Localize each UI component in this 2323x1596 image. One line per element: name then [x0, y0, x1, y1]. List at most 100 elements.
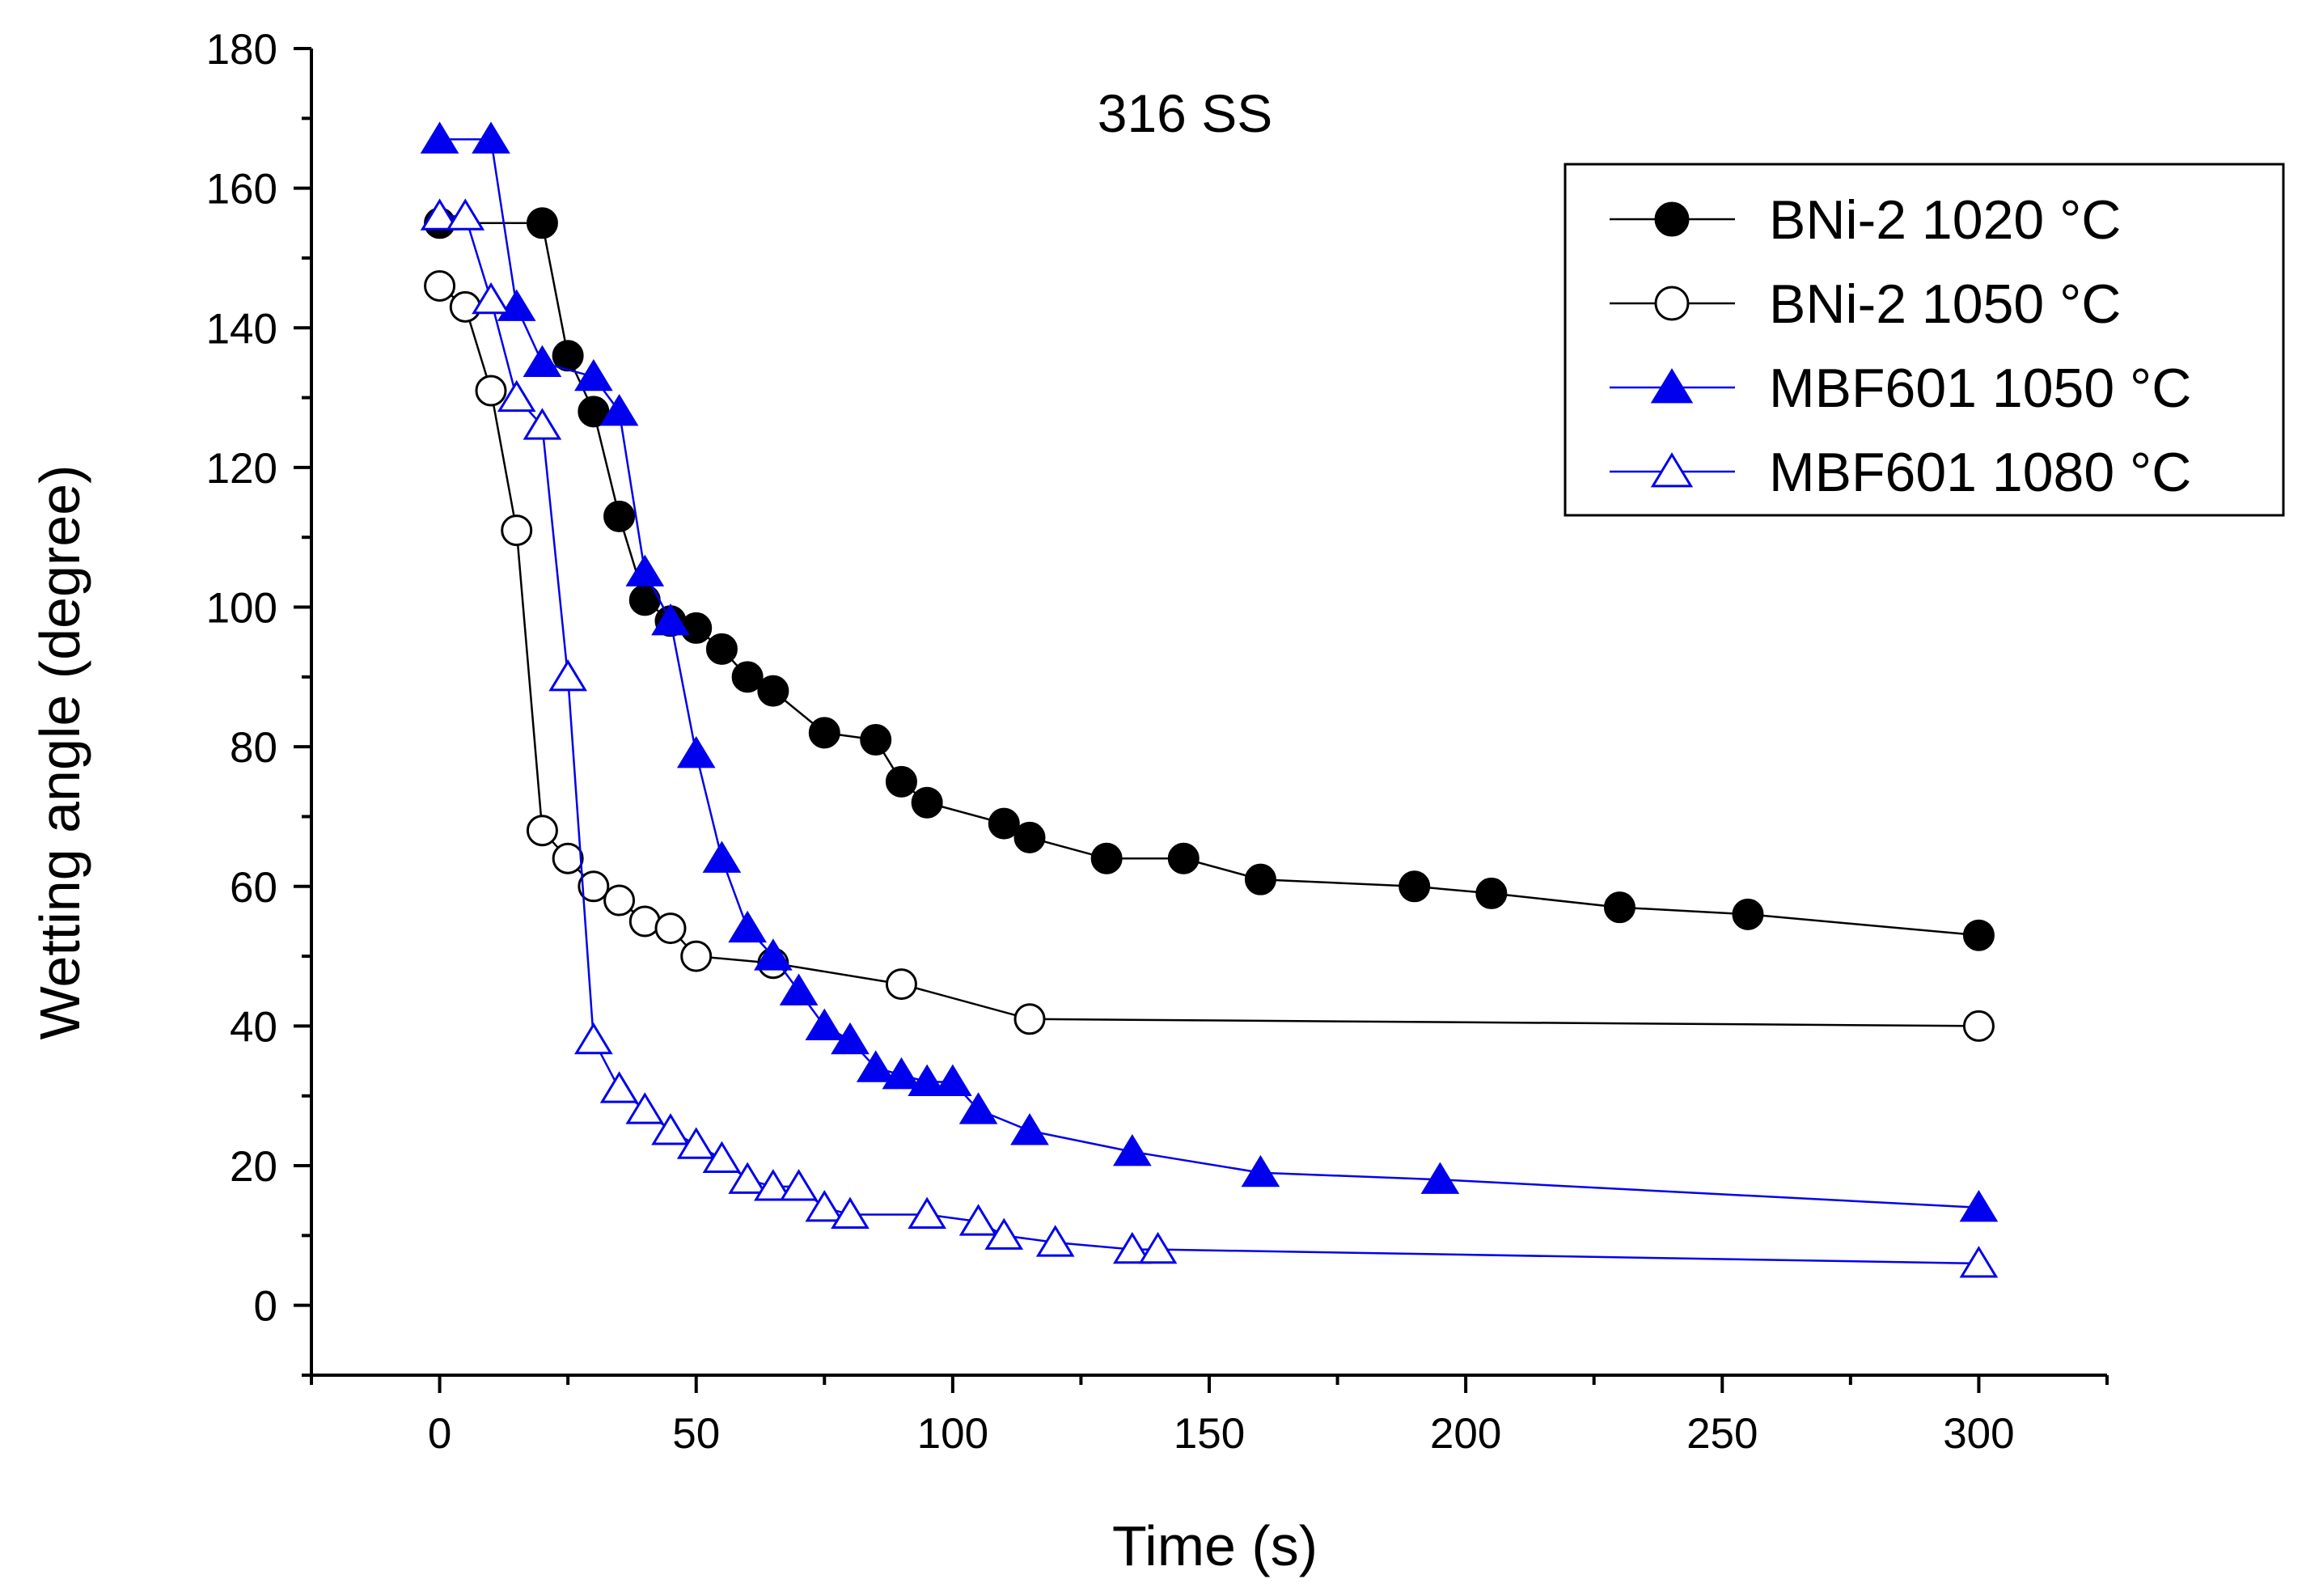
data-point: [831, 1196, 870, 1230]
data-point: [1241, 1154, 1280, 1187]
data-point: [472, 121, 510, 154]
data-point: [984, 1217, 1024, 1250]
legend-label: BNi-2 1050 °C: [1769, 273, 2121, 335]
legend-entry: BNi-2 1020 °C: [1610, 189, 2121, 251]
series-1: [424, 207, 1995, 951]
x-tick-label: 300: [1943, 1410, 2014, 1458]
data-point: [526, 815, 558, 847]
data-point: [603, 884, 636, 917]
x-tick-label: 150: [1174, 1410, 1245, 1458]
data-point: [1035, 1225, 1075, 1257]
data-point: [1113, 1231, 1152, 1264]
data-point: [651, 603, 690, 636]
legend-label: BNi-2 1020 °C: [1769, 189, 2121, 251]
data-point: [754, 1169, 793, 1201]
y-tick-label: 100: [206, 585, 277, 633]
data-point: [574, 1022, 613, 1055]
data-point: [523, 408, 562, 440]
data-point: [779, 1169, 819, 1201]
data-point: [676, 1127, 716, 1159]
y-tick-label: 120: [206, 445, 277, 493]
y-tick-label: 140: [206, 305, 277, 353]
y-tick-label: 60: [230, 864, 277, 912]
legend-marker: [1650, 452, 1694, 488]
legend-label: MBF601 1050 °C: [1769, 358, 2191, 419]
data-point: [808, 717, 840, 749]
data-point: [958, 1092, 998, 1124]
data-point: [574, 358, 613, 392]
data-point: [676, 735, 716, 768]
data-point: [523, 345, 562, 377]
y-tick-label: 160: [206, 166, 277, 214]
data-point: [420, 121, 459, 154]
data-point: [728, 910, 767, 943]
legend-label: MBF601 1080 °C: [1769, 442, 2191, 503]
y-tick-label: 80: [230, 724, 277, 772]
data-point: [680, 612, 713, 644]
series-2: [424, 269, 1995, 1042]
legend: BNi-2 1020 °C BNi-2 1050 °C MBF601 1050 °C…: [1563, 163, 2285, 517]
data-point: [1475, 877, 1508, 909]
series-group: [420, 121, 1999, 1278]
data-point: [705, 633, 738, 665]
legend-marker: [1650, 368, 1694, 404]
y-tick-label: 20: [230, 1143, 277, 1191]
legend-marker: [1654, 286, 1690, 321]
data-point: [1603, 891, 1635, 924]
data-point: [625, 1092, 665, 1124]
data-point: [988, 807, 1020, 840]
data-point: [446, 198, 485, 231]
data-point: [805, 1190, 844, 1222]
data-point: [831, 1022, 870, 1055]
data-point: [728, 1162, 767, 1194]
data-point: [1013, 1003, 1046, 1035]
data-point: [599, 1071, 639, 1103]
data-point: [1138, 1231, 1178, 1264]
data-point: [856, 1050, 895, 1082]
data-point: [472, 282, 510, 315]
data-point: [1167, 842, 1200, 874]
data-point: [420, 198, 459, 231]
series-4: [420, 198, 1999, 1278]
data-point: [628, 905, 661, 938]
data-point: [548, 659, 587, 692]
data-point: [1244, 863, 1276, 895]
data-point: [625, 554, 665, 586]
axes: 0 50 100 150 200 250 300 0 20 40 60 80 100 120 140 160 1…: [206, 26, 2109, 1458]
data-point: [911, 786, 943, 819]
data-point: [933, 1064, 972, 1097]
data-point: [1732, 898, 1764, 930]
data-point: [449, 290, 481, 323]
data-point: [654, 912, 687, 945]
data-point: [779, 973, 819, 1005]
data-point: [599, 394, 639, 426]
data-point: [805, 1008, 844, 1040]
data-point: [754, 938, 793, 971]
y-tick-label: 180: [206, 26, 277, 74]
x-tick-label: 250: [1686, 1410, 1758, 1458]
data-point: [578, 870, 610, 903]
data-point: [860, 724, 892, 756]
data-point: [526, 207, 558, 239]
data-point: [908, 1196, 946, 1230]
x-tick-label: 200: [1430, 1410, 1501, 1458]
x-tick-label: 0: [428, 1410, 451, 1458]
x-tick-label: 100: [917, 1410, 988, 1458]
x-axis-title: Time (s): [1112, 1514, 1318, 1577]
data-point: [578, 396, 610, 428]
data-point: [1959, 1246, 1999, 1278]
legend-marker: [1654, 201, 1690, 237]
y-tick-label: 40: [230, 1003, 277, 1051]
data-point: [1113, 1133, 1152, 1166]
data-point: [702, 840, 742, 873]
data-point: [882, 1057, 921, 1090]
series-3: [420, 121, 1999, 1222]
data-point: [680, 940, 713, 972]
legend-entry: BNi-2 1050 °C: [1610, 273, 2121, 335]
data-point: [651, 1113, 690, 1145]
data-point: [1398, 870, 1431, 903]
data-point: [475, 375, 507, 407]
y-tick-label: 0: [254, 1283, 277, 1331]
x-tick-label: 50: [672, 1410, 720, 1458]
